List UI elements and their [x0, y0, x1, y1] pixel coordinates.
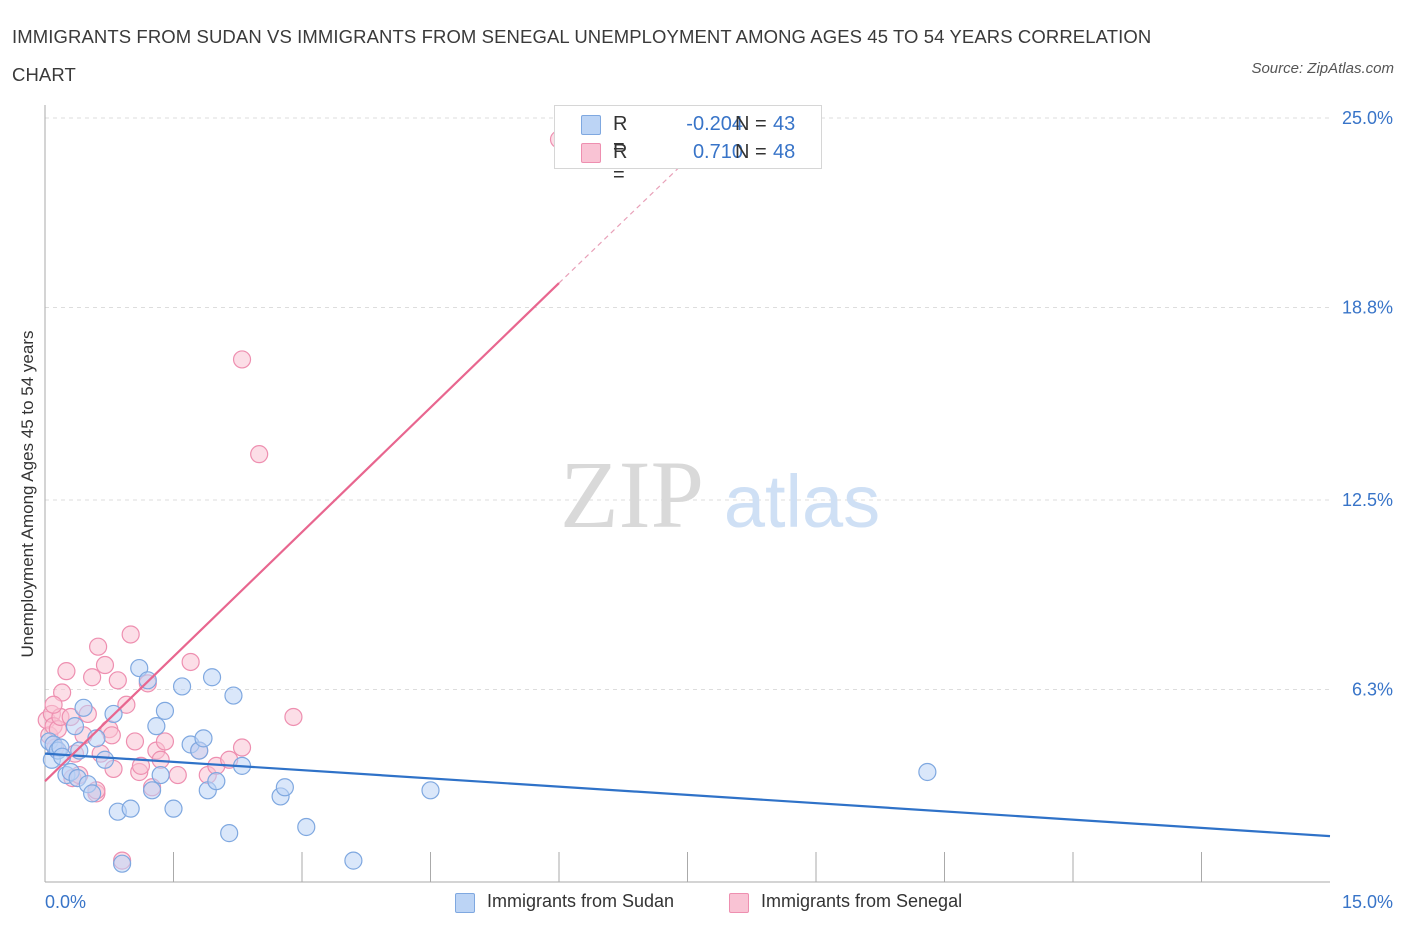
- x-tick-label-min: 0.0%: [45, 892, 86, 912]
- correlation-legend: R = -0.204 N = 43 R = 0.710 N = 48: [554, 105, 822, 186]
- data-point-sudan: [297, 817, 316, 837]
- n-value-senegal: 48: [773, 141, 796, 163]
- data-point-senegal: [168, 765, 187, 785]
- legend-swatch-sudan: [581, 115, 601, 135]
- data-point-sudan: [121, 799, 140, 818]
- data-point-senegal: [232, 738, 252, 757]
- chart-title: IMMIGRANTS FROM SUDAN VS IMMIGRANTS FROM…: [12, 26, 1152, 85]
- data-point-sudan: [164, 799, 183, 818]
- data-point-sudan: [220, 824, 239, 843]
- data-point-sudan: [172, 677, 192, 696]
- axes: [44, 105, 1330, 883]
- legend-label-sudan: Immigrants from Sudan: [487, 891, 675, 911]
- data-point-sudan: [918, 762, 937, 782]
- y-tick-label: 25.0%: [1342, 108, 1393, 128]
- r-label: R =: [613, 113, 628, 158]
- data-point-sudan: [74, 698, 93, 717]
- data-point-sudan: [65, 717, 85, 736]
- data-point-senegal: [89, 637, 108, 656]
- data-point-sudan: [155, 701, 175, 720]
- y-tick-label: 6.3%: [1352, 679, 1393, 699]
- data-point-senegal: [108, 671, 127, 690]
- data-point-sudan: [151, 765, 170, 785]
- n-value-sudan: 43: [773, 113, 796, 135]
- y-axis-label: Unemployment Among Ages 45 to 54 years: [18, 330, 37, 658]
- legend-label-senegal: Immigrants from Senegal: [761, 891, 963, 911]
- trendline-senegal: [44, 282, 560, 782]
- tick-labels: 6.3% 12.5% 18.8% 25.0% 0.0% 15.0%: [45, 108, 1393, 912]
- legend-swatch-sudan: [455, 893, 475, 913]
- data-point-sudan: [95, 750, 115, 769]
- series-legend: Immigrants from Sudan Immigrants from Se…: [0, 888, 1406, 918]
- data-point-sudan: [53, 747, 72, 766]
- data-point-senegal: [121, 625, 140, 644]
- r-value-senegal: 0.710: [692, 141, 743, 163]
- watermark: ZIP atlas: [560, 441, 880, 548]
- watermark-atlas: atlas: [724, 460, 880, 543]
- series-sudan-points: [40, 658, 937, 873]
- data-point-sudan: [275, 778, 294, 797]
- n-label: N =: [735, 113, 767, 135]
- r-value-sudan: -0.204: [686, 113, 743, 135]
- data-point-senegal: [95, 655, 115, 675]
- r-label: R =: [613, 141, 628, 186]
- legend-swatch-senegal: [581, 143, 601, 163]
- data-point-sudan: [224, 686, 243, 705]
- data-point-sudan: [194, 729, 213, 748]
- data-point-sudan: [421, 781, 440, 800]
- trendline-sudan: [44, 752, 1331, 838]
- n-label: N =: [735, 141, 767, 163]
- data-point-sudan: [202, 668, 222, 687]
- data-point-sudan: [83, 784, 102, 803]
- data-point-senegal: [57, 662, 76, 681]
- data-point-senegal: [155, 732, 175, 751]
- data-point-senegal: [125, 732, 145, 751]
- data-point-sudan: [147, 717, 166, 736]
- data-point-senegal: [44, 695, 63, 714]
- data-point-sudan: [344, 851, 363, 870]
- y-tick-label: 18.8%: [1342, 297, 1393, 317]
- data-point-senegal: [232, 350, 252, 369]
- data-point-senegal: [131, 756, 151, 775]
- data-point-senegal: [181, 652, 200, 672]
- data-point-senegal: [117, 695, 136, 714]
- data-point-sudan: [142, 781, 162, 800]
- watermark-zip: ZIP: [560, 441, 704, 548]
- data-point-senegal: [102, 726, 121, 745]
- source-label: Source: ZipAtlas.com: [1251, 60, 1394, 77]
- grid-lines: [45, 117, 1330, 690]
- y-tick-label: 12.5%: [1342, 490, 1393, 510]
- data-point-senegal: [83, 668, 102, 687]
- legend-swatch-senegal: [729, 893, 749, 913]
- data-point-senegal: [284, 707, 303, 727]
- data-point-sudan: [207, 772, 226, 791]
- x-tick-label-max: 15.0%: [1342, 892, 1393, 912]
- data-point-senegal: [250, 445, 269, 464]
- data-point-sudan: [112, 854, 132, 873]
